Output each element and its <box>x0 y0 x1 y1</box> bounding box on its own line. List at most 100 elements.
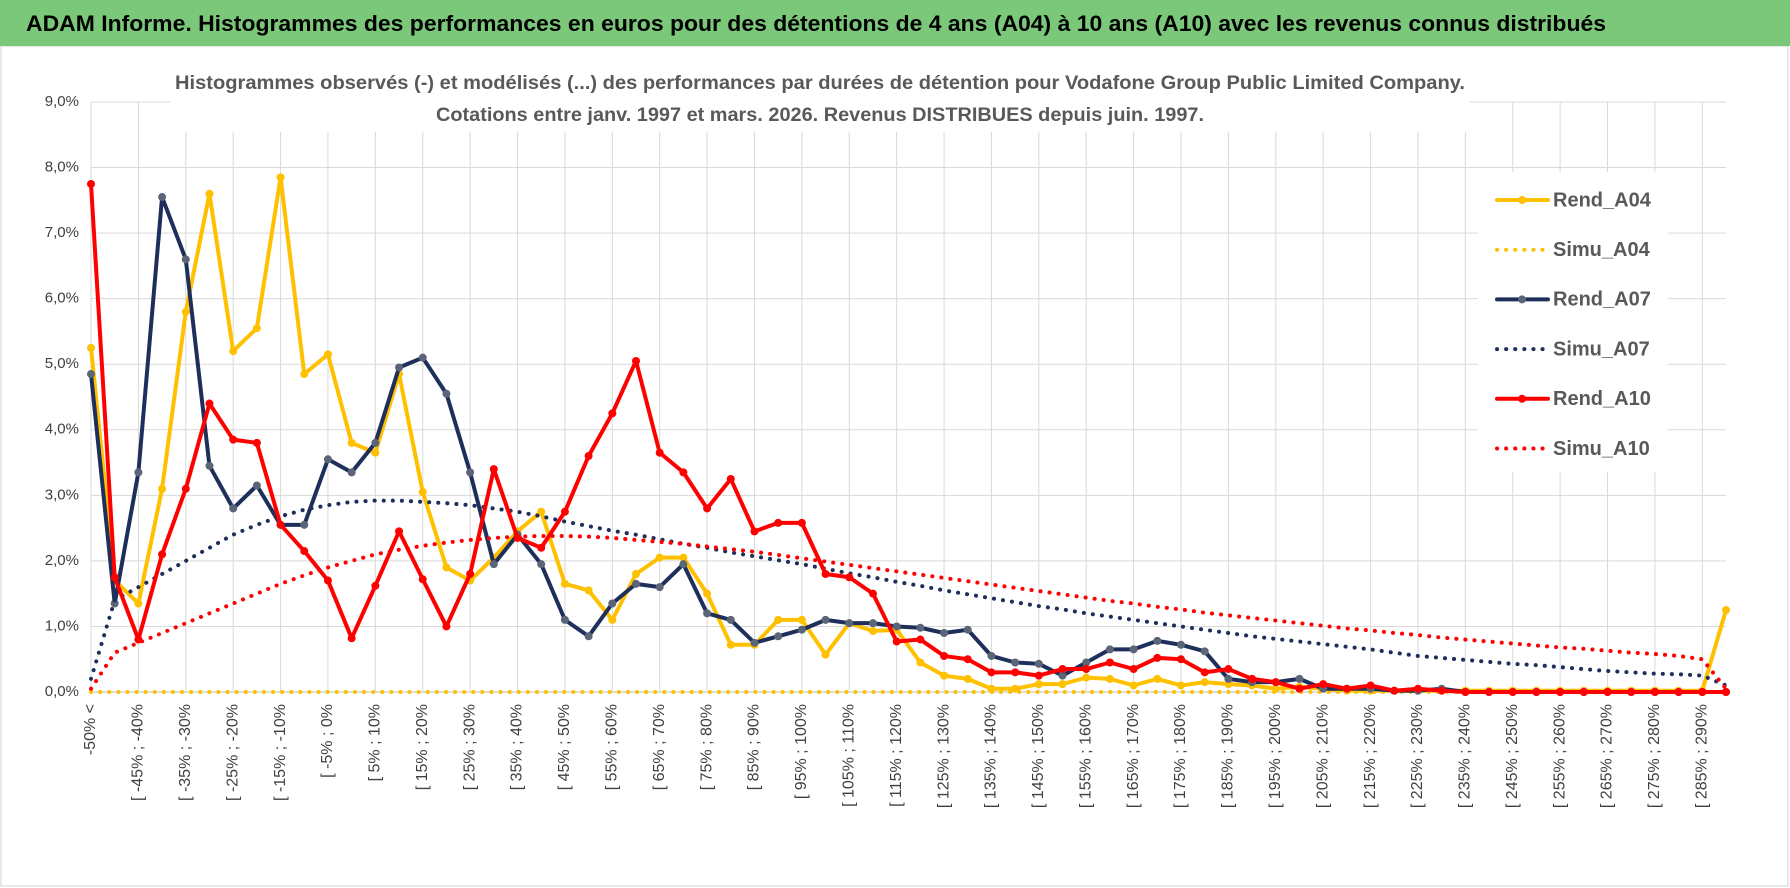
data-point <box>1034 680 1043 689</box>
x-tick-label: [ 245% ; 250% <box>1504 704 1521 808</box>
legend-marker <box>1518 196 1526 204</box>
data-point <box>1674 688 1683 696</box>
data-point <box>134 599 143 608</box>
data-point <box>1082 673 1091 682</box>
data-point <box>466 570 475 578</box>
data-point <box>868 619 877 628</box>
data-point <box>774 632 783 641</box>
data-point <box>679 553 688 562</box>
data-point <box>1413 684 1422 693</box>
plot-area <box>87 173 1730 696</box>
data-point <box>229 435 238 444</box>
data-point <box>1058 665 1067 674</box>
data-point <box>1105 674 1114 683</box>
data-point <box>181 255 190 264</box>
data-point <box>584 632 593 641</box>
title-bar <box>0 0 1790 46</box>
data-point <box>442 389 451 398</box>
data-point <box>1698 688 1707 696</box>
data-point <box>940 629 949 637</box>
y-tick-label: 1,0% <box>45 617 79 634</box>
data-point <box>821 650 830 659</box>
x-tick-label: [ 95% ; 100% <box>793 704 810 799</box>
data-point <box>632 570 640 578</box>
x-tick-label: [ 125% ; 130% <box>935 704 952 808</box>
data-point <box>940 671 949 680</box>
data-point <box>821 570 830 578</box>
data-point <box>300 547 309 556</box>
data-point <box>229 504 238 513</box>
x-tick-label: [ 85% ; 90% <box>746 704 763 790</box>
chart-subtitle: Histogrammes observés (-) et modélisés (… <box>175 73 1465 94</box>
data-point <box>442 622 451 631</box>
legend-label: Simu_A04 <box>1553 239 1651 261</box>
data-point <box>323 455 332 464</box>
x-tick-label: [ -45% ; -40% <box>130 704 147 801</box>
data-point <box>87 343 95 352</box>
data-point <box>1011 684 1020 693</box>
data-point <box>608 409 617 418</box>
data-point <box>1058 680 1067 689</box>
y-tick-label: 3,0% <box>45 486 79 503</box>
x-tick-label: [ 35% ; 40% <box>509 704 526 790</box>
data-point <box>1532 688 1541 696</box>
x-tick-label: [ 25% ; 30% <box>461 704 478 790</box>
data-point <box>987 668 996 677</box>
data-point <box>1105 645 1114 654</box>
data-point <box>963 674 972 683</box>
x-tick-label: [ 265% ; 270% <box>1599 704 1616 808</box>
data-point <box>608 599 617 608</box>
y-tick-label: 2,0% <box>45 552 79 569</box>
data-point <box>1342 684 1351 693</box>
data-point <box>371 581 380 590</box>
data-point <box>418 575 427 584</box>
data-point <box>110 573 119 582</box>
data-point <box>1556 688 1565 696</box>
data-point <box>1722 688 1730 696</box>
data-point <box>703 609 712 618</box>
data-point <box>323 350 332 359</box>
x-tick-label: [ 225% ; 230% <box>1409 704 1426 808</box>
legend-marker <box>1518 394 1526 403</box>
data-point <box>987 651 996 660</box>
subtitle-background <box>170 68 1470 132</box>
y-tick-label: 7,0% <box>45 224 79 241</box>
legend: Rend_A04 Simu_A04 Rend_A07 Simu_A07 Rend_A10… <box>1495 189 1652 460</box>
data-point <box>489 560 498 569</box>
data-point <box>87 179 95 188</box>
data-point <box>1295 674 1304 683</box>
x-tick-label: [ 135% ; 140% <box>983 704 1000 808</box>
x-tick-label: [ 165% ; 170% <box>1125 704 1142 808</box>
x-tick-label: [ 275% ; 280% <box>1646 704 1663 808</box>
data-point <box>205 399 214 408</box>
data-point <box>1224 674 1233 683</box>
x-tick-label: [ 75% ; 80% <box>698 704 715 790</box>
data-point <box>1034 671 1043 680</box>
data-point <box>1129 665 1138 674</box>
data-point <box>252 324 261 333</box>
data-point <box>963 655 972 664</box>
x-tick-label: [ 105% ; 110% <box>840 704 857 807</box>
data-point <box>347 468 356 477</box>
data-point <box>560 507 569 516</box>
data-point <box>750 638 759 647</box>
chart-title: ADAM Informe. Histogrammes des performan… <box>26 11 1606 36</box>
data-point <box>703 589 712 598</box>
x-tick-label: [ -35% ; -30% <box>177 704 194 801</box>
data-point <box>537 560 546 569</box>
data-point <box>1153 653 1162 662</box>
data-point <box>703 504 712 513</box>
data-point <box>1271 678 1280 687</box>
y-tick-label: 6,0% <box>45 290 79 307</box>
data-point <box>395 363 404 372</box>
data-point <box>1603 688 1612 696</box>
y-tick-label: 0,0% <box>45 683 79 700</box>
data-point <box>916 623 925 632</box>
data-point <box>1650 688 1659 696</box>
legend-label: Rend_A04 <box>1553 189 1652 211</box>
x-tick-label: [ 115% ; 120% <box>888 704 905 807</box>
data-point <box>418 488 427 497</box>
data-point <box>1129 645 1138 654</box>
x-tick-label: [ 15% ; 20% <box>414 704 431 790</box>
legend-marker <box>1518 295 1526 304</box>
